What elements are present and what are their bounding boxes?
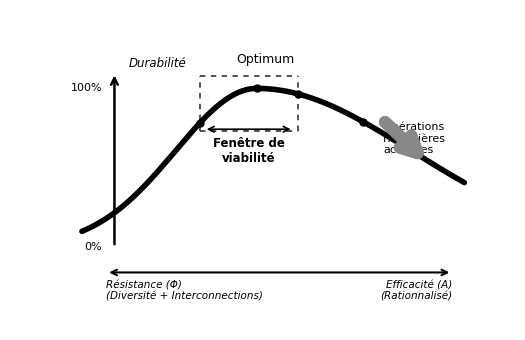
Text: 0%: 0% bbox=[85, 242, 102, 252]
Text: Résistance (Φ)
(Diversité + Interconnections): Résistance (Φ) (Diversité + Interconnect… bbox=[106, 280, 263, 302]
Text: Opérations
Financières
actuelles: Opérations Financières actuelles bbox=[383, 121, 446, 155]
Text: Efficacité (A)
(Rationnalisé): Efficacité (A) (Rationnalisé) bbox=[380, 280, 452, 302]
Text: 100%: 100% bbox=[71, 83, 102, 94]
Text: Durabilité: Durabilité bbox=[129, 57, 186, 70]
Text: Optimum: Optimum bbox=[236, 53, 294, 67]
Text: Fenêtre de
viabilité: Fenêtre de viabilité bbox=[213, 137, 285, 165]
